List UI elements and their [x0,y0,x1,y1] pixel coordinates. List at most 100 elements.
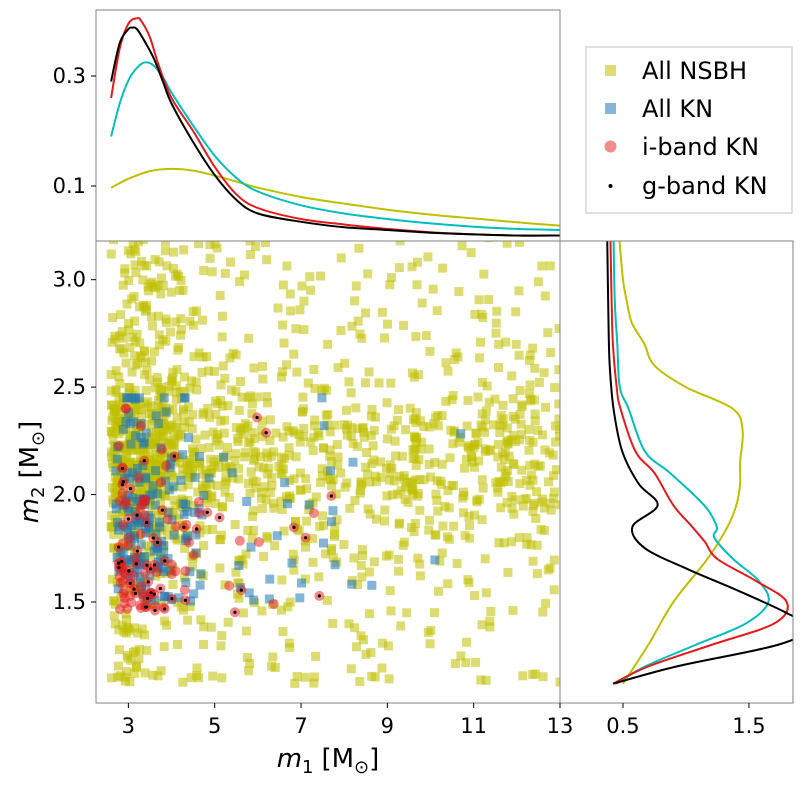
scatter-point-all-nsbh [474,494,484,504]
scatter-point-all-nsbh [152,472,162,482]
scatter-point-all-nsbh [139,488,149,498]
scatter-point-i-band-kn [194,508,205,519]
scatter-point-all-nsbh [131,247,141,257]
scatter-point-all-nsbh [333,460,343,470]
scatter-point-all-kn [456,429,466,439]
scatter-point-all-nsbh [525,350,535,360]
scatter-point-all-nsbh [172,640,182,650]
scatter-point-all-nsbh [357,572,367,582]
scatter-point-all-kn [145,490,155,500]
scatter-point-all-nsbh [496,503,506,513]
scatter-point-all-nsbh [114,372,124,382]
scatter-point-all-nsbh [217,631,227,641]
right-marginal-x-tick-label: 0.5 [606,714,639,738]
scatter-point-all-nsbh [171,422,181,432]
scatter-point-all-nsbh [382,434,392,444]
scatter-point-all-nsbh [355,486,365,496]
scatter-point-all-nsbh [448,391,458,401]
scatter-point-all-nsbh [184,417,194,427]
scatter-point-all-nsbh [166,287,176,297]
scatter-point-g-band-kn [264,431,268,435]
scatter-point-all-nsbh [424,444,434,454]
scatter-point-all-nsbh [357,545,367,555]
scatter-point-all-nsbh [421,331,431,341]
scatter-point-all-kn [264,594,274,604]
scatter-point-all-kn [150,466,160,476]
scatter-point-all-nsbh [305,272,315,282]
scatter-point-all-nsbh [367,405,377,415]
scatter-point-all-nsbh [528,437,538,447]
tick-marks-and-labels: 3 5 7 9 11 13 1.5 2.0 2.5 3.0 0.1 0.3 0.5 1.5 [53,64,766,738]
scatter-point-all-nsbh [497,449,507,459]
scatter-point-all-nsbh [231,386,241,396]
scatter-point-all-nsbh [156,289,166,299]
scatter-point-all-nsbh [308,534,318,544]
scatter-point-all-nsbh [258,432,268,442]
scatter-point-all-nsbh [108,428,118,438]
scatter-point-all-nsbh [138,275,148,285]
scatter-point-all-nsbh [194,348,204,358]
scatter-point-all-nsbh [137,624,147,634]
scatter-point-all-nsbh [310,415,320,425]
scatter-point-all-nsbh [117,327,127,337]
scatter-point-all-nsbh [263,469,273,479]
scatter-point-all-nsbh [394,518,404,528]
scatter-point-all-kn [145,513,155,523]
scatter-point-all-nsbh [130,668,140,678]
scatter-point-all-nsbh [366,647,376,657]
scatter-point-all-nsbh [526,470,536,480]
scatter-point-all-nsbh [150,283,160,293]
scatter-point-all-kn [317,393,327,403]
scatter-point-all-nsbh [330,529,340,539]
scatter-point-all-nsbh [424,525,434,535]
scatter-point-all-nsbh [194,241,204,249]
scatter-point-all-nsbh [376,472,386,482]
scatter-point-all-nsbh [154,257,164,267]
scatter-point-all-kn [190,473,200,483]
scatter-point-all-nsbh [395,241,405,246]
scatter-point-all-nsbh [289,474,299,484]
scatter-point-all-nsbh [140,668,150,678]
scatter-point-all-nsbh [211,498,221,508]
scatter-point-all-nsbh [199,639,209,649]
scatter-point-all-kn [181,500,191,510]
scatter-point-all-nsbh [546,505,556,515]
scatter-point-all-nsbh [302,484,312,494]
scatter-point-all-nsbh [155,429,165,439]
scatter-point-all-nsbh [153,311,163,321]
scatter-point-all-nsbh [365,477,375,487]
scatter-point-all-nsbh [350,296,360,306]
scatter-point-all-nsbh [383,319,393,329]
scatter-point-all-nsbh [449,426,459,436]
scatter-point-all-nsbh [187,376,197,386]
scatter-point-all-nsbh [541,402,551,412]
scatter-point-all-kn [114,525,124,535]
scatter-point-all-nsbh [285,597,295,607]
scatter-point-all-nsbh [369,455,379,465]
scatter-point-all-nsbh [425,346,435,356]
scatter-point-all-kn [327,517,337,527]
scatter-point-all-kn [127,393,137,403]
scatter-point-all-nsbh [285,289,295,299]
scatter-point-all-nsbh [133,628,143,638]
scatter-point-all-nsbh [168,263,178,273]
scatter-point-all-kn [199,491,209,501]
scatter-point-all-nsbh [212,243,222,253]
scatter-point-all-nsbh [193,487,203,497]
scatter-point-i-band-kn [123,533,134,544]
scatter-point-all-nsbh [442,532,452,542]
scatter-point-all-nsbh [341,405,351,415]
scatter-point-all-nsbh [211,409,221,419]
scatter-point-all-nsbh [356,631,366,641]
scatter-point-all-nsbh [554,431,560,441]
scatter-point-all-nsbh [385,468,395,478]
scatter-point-all-nsbh [491,328,501,338]
scatter-point-all-nsbh [144,548,154,558]
y-axis-label: m2 [M⊙] [15,421,49,524]
scatter-point-all-nsbh [548,450,558,460]
scatter-point-i-band-kn [151,567,162,578]
scatter-point-all-nsbh [160,436,170,446]
scatter-point-all-kn [136,433,146,443]
scatter-point-all-nsbh [192,385,202,395]
scatter-point-all-nsbh [157,597,167,607]
